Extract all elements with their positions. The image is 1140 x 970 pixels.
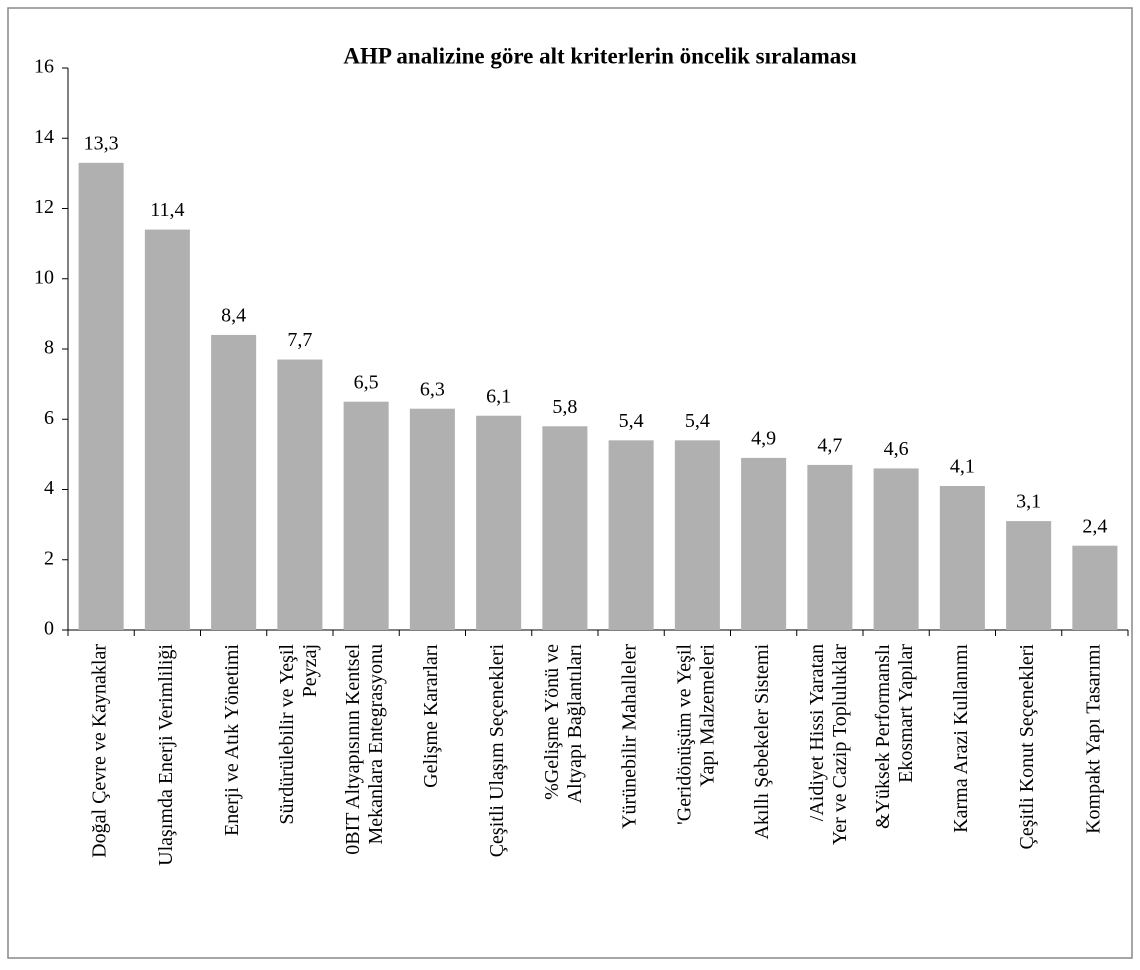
y-tick-label: 2 <box>44 547 54 569</box>
bar <box>144 229 190 630</box>
y-tick-label: 4 <box>44 477 54 499</box>
bar <box>343 401 389 630</box>
data-label: 13,3 <box>84 132 119 154</box>
bar <box>542 426 588 630</box>
bar <box>211 334 257 630</box>
data-label: 2,4 <box>1082 515 1107 537</box>
bar <box>78 162 124 630</box>
x-tick-label: Sürdürülebilir ve Yeşil <box>276 644 298 825</box>
x-tick-label: %Gelişme Yönü ve <box>541 644 563 800</box>
x-tick-label: Yapı Malzemeleri <box>696 644 718 787</box>
x-tick-label: Yer ve Cazip Topluluklar <box>829 644 851 846</box>
bar <box>741 457 787 630</box>
y-tick-label: 14 <box>34 126 54 148</box>
x-tick-label: Enerji ve Atık Yönetimi <box>221 644 243 836</box>
y-tick-label: 6 <box>44 407 54 429</box>
data-label: 5,8 <box>552 396 577 418</box>
data-label: 6,5 <box>354 371 379 393</box>
bar <box>476 415 522 630</box>
y-tick-label: 12 <box>34 196 54 218</box>
bar <box>608 440 654 630</box>
bar <box>1072 545 1118 630</box>
data-label: 4,9 <box>751 427 776 449</box>
x-tick-label: Mekanlara Entegrasyonu <box>365 644 387 844</box>
data-label: 4,6 <box>884 438 909 460</box>
y-tick-label: 0 <box>44 618 54 640</box>
bar <box>807 464 853 630</box>
data-label: 6,3 <box>420 378 445 400</box>
bar <box>674 440 720 630</box>
y-tick-label: 8 <box>44 337 54 359</box>
x-tick-label: Yürünebilir Mahalleler <box>619 644 641 829</box>
y-tick-label: 10 <box>34 266 54 288</box>
chart-title: AHP analizine göre alt kriterlerin öncel… <box>343 43 857 68</box>
data-label: 7,7 <box>287 329 312 351</box>
x-tick-label: &Yüksek Performanslı <box>872 644 894 829</box>
bar <box>939 485 985 630</box>
x-tick-label: /Aidiyet Hissi Yaratan <box>806 644 828 821</box>
x-tick-label: Ulaşımda Enerji Verimliliği <box>155 644 177 866</box>
data-label: 3,1 <box>1016 491 1041 513</box>
bar <box>1006 521 1052 630</box>
data-label: 4,7 <box>817 435 842 457</box>
y-tick-label: 16 <box>34 56 54 78</box>
x-tick-label: Akıllı Şebekeler Sistemi <box>751 644 773 840</box>
data-label: 5,4 <box>685 410 710 432</box>
x-tick-label: Doğal Çevre ve Kaynaklar <box>89 644 111 858</box>
x-tick-label: 'Geridönüşüm ve Yeşil <box>673 644 695 825</box>
x-tick-label: Ekosmart Yapılar <box>895 644 917 783</box>
x-tick-label: Peyzaj <box>299 644 321 697</box>
x-tick-label: Gelişme Kararları <box>420 644 442 788</box>
data-label: 8,4 <box>221 305 246 327</box>
data-label: 11,4 <box>150 199 184 221</box>
x-tick-label: Altyapı Bağlantıları <box>564 644 586 804</box>
x-tick-label: Çeşitli Ulaşım Seçenekleri <box>486 644 508 858</box>
bar <box>409 408 455 630</box>
data-label: 4,1 <box>950 456 975 478</box>
x-tick-label: Karma Arazi Kullanımı <box>950 644 972 833</box>
x-tick-label: Çeşitli Konut Seçenekleri <box>1016 644 1038 850</box>
data-label: 5,4 <box>619 410 644 432</box>
bar <box>277 359 323 630</box>
x-tick-label: Kompakt Yapı Tasarımı <box>1082 644 1104 834</box>
bar <box>873 468 919 630</box>
x-tick-label: 0BIT Altyapısının Kentsel <box>342 644 364 855</box>
data-label: 6,1 <box>486 385 511 407</box>
